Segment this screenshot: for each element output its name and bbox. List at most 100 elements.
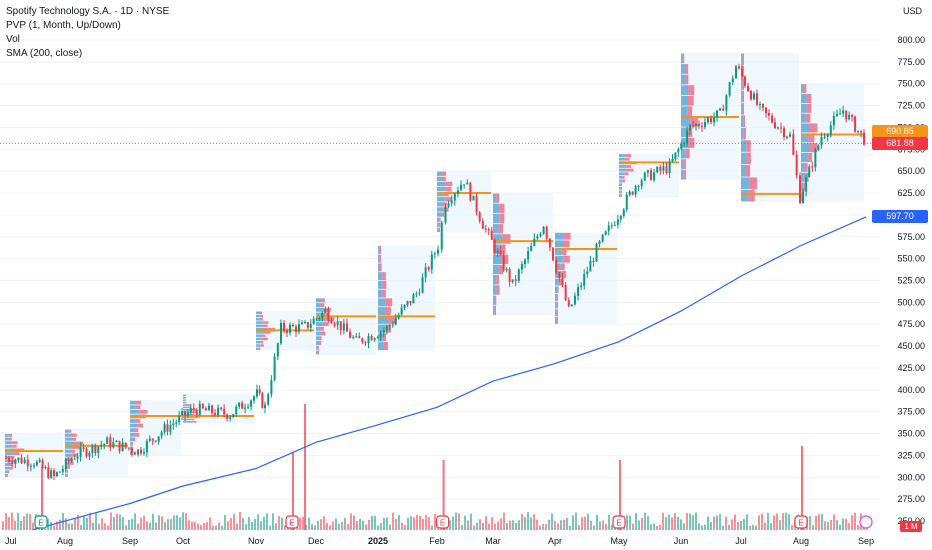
profile-bar-down xyxy=(685,148,690,159)
volume-bar xyxy=(821,513,823,530)
candle-body xyxy=(496,251,499,253)
candle-body xyxy=(558,272,561,279)
profile-bar-up xyxy=(256,341,261,344)
profile-bar-up xyxy=(316,326,321,331)
earnings-event-marker[interactable] xyxy=(436,515,450,529)
volume-bar xyxy=(101,518,103,530)
candle-body xyxy=(475,195,478,213)
profile-bar-down xyxy=(742,65,744,78)
volume-bar xyxy=(188,520,190,530)
candle-body xyxy=(391,324,394,326)
volume-bar xyxy=(749,525,751,530)
volume-bar xyxy=(674,513,676,530)
lightning-event-icon[interactable] xyxy=(859,515,873,529)
y-tick-label: 475.00 xyxy=(897,319,925,329)
x-tick-label: Jul xyxy=(735,536,747,546)
y-tick-label: 300.00 xyxy=(897,472,925,482)
earnings-event-label: E xyxy=(38,519,43,528)
volume-bar xyxy=(785,512,787,530)
profile-bar-up xyxy=(555,294,557,301)
candle-body xyxy=(677,148,680,153)
profile-bar-up xyxy=(619,194,621,198)
profile-bar-up xyxy=(437,186,445,192)
volume-bar xyxy=(788,514,790,530)
volume-bar xyxy=(548,519,550,530)
profile-bar-down xyxy=(184,401,187,404)
candle-body xyxy=(848,114,851,120)
volume-bar xyxy=(524,516,526,530)
volume-bar xyxy=(506,523,508,530)
profile-bar-down xyxy=(383,342,388,351)
earnings-event-marker[interactable] xyxy=(794,515,808,529)
currency-label[interactable]: USD xyxy=(902,6,922,16)
candle-body xyxy=(418,292,421,294)
candle-body xyxy=(118,440,121,451)
volume-bar xyxy=(386,517,388,530)
profile-bar-up xyxy=(316,307,325,312)
candle-body xyxy=(598,241,601,244)
profile-bar-down xyxy=(317,350,319,355)
candle-body xyxy=(646,170,649,173)
profile-bar-down xyxy=(625,154,632,157)
volume-bar xyxy=(5,512,7,530)
candle-body xyxy=(756,93,758,105)
volume-bar xyxy=(665,517,667,530)
volume-bar xyxy=(152,513,154,530)
profile-bar-up xyxy=(5,452,13,456)
profile-bar-up xyxy=(378,263,380,272)
earnings-event-marker[interactable] xyxy=(612,515,626,529)
volume-bar xyxy=(11,512,13,530)
volume-bar xyxy=(764,522,766,530)
profile-bar-up xyxy=(619,154,626,157)
candle-body xyxy=(145,440,148,453)
candle-body xyxy=(397,314,400,319)
candle-body xyxy=(186,412,189,416)
profile-bar-down xyxy=(71,433,77,437)
profile-bar-up xyxy=(619,168,627,172)
volume-bar xyxy=(563,519,565,530)
candle-body xyxy=(330,320,333,324)
profile-bar-down xyxy=(441,171,447,176)
profile-bar-up xyxy=(256,331,265,334)
volume-bar xyxy=(458,513,460,530)
profile-bar-down xyxy=(11,444,17,448)
candle-body xyxy=(35,461,38,466)
earnings-event-marker[interactable] xyxy=(285,515,299,529)
candle-body xyxy=(456,190,459,194)
profile-bar-down xyxy=(441,176,446,181)
earnings-event-marker[interactable] xyxy=(34,515,48,529)
symbol-title[interactable]: Spotify Technology S.A. · 1D · NYSE xyxy=(6,6,170,17)
profile-bar-up xyxy=(493,305,495,316)
candle-body xyxy=(267,394,270,405)
pvp-indicator-label[interactable]: PVP (1, Month, Up/Down) xyxy=(6,20,121,31)
volume-bar xyxy=(638,520,640,530)
volume-indicator-label[interactable]: Vol xyxy=(6,34,20,45)
profile-bar-down xyxy=(556,309,558,317)
profile-bar-down xyxy=(190,421,197,423)
volume-bar xyxy=(83,516,85,530)
candle-body xyxy=(5,458,7,460)
volume-bar xyxy=(461,525,463,530)
profile-bar-up xyxy=(801,84,804,94)
volume-bar xyxy=(347,523,349,530)
volume-bar xyxy=(713,516,715,530)
candle-body xyxy=(662,166,665,171)
profile-bar-down xyxy=(684,64,689,74)
volume-bar xyxy=(809,516,811,530)
candle-body xyxy=(689,125,691,131)
candle-body xyxy=(601,234,604,242)
profile-bar-down xyxy=(743,127,746,140)
profile-bar-up xyxy=(555,240,564,248)
volume-bar xyxy=(350,513,352,530)
y-tick-label: 725.00 xyxy=(897,101,925,111)
candle-body xyxy=(38,460,41,462)
profile-bar-up xyxy=(378,315,389,324)
sma-indicator-label[interactable]: SMA (200, close) xyxy=(6,48,83,59)
volume-bar xyxy=(518,520,520,530)
candle-body xyxy=(210,405,213,414)
profile-bar-down xyxy=(810,123,818,133)
profile-bar-down xyxy=(444,186,452,192)
profile-bar-down xyxy=(498,224,504,234)
